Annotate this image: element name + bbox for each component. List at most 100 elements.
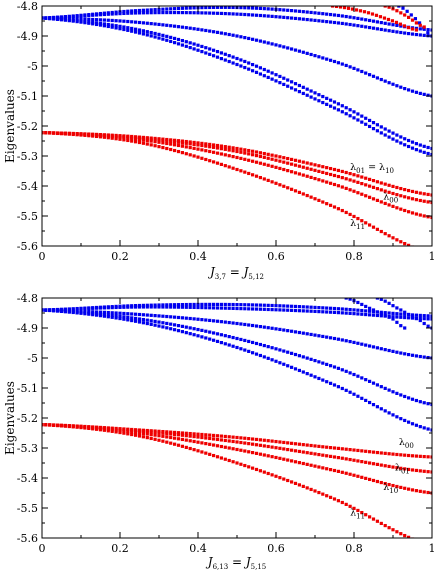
data-point bbox=[391, 184, 395, 189]
data-point bbox=[192, 432, 196, 436]
data-point bbox=[340, 311, 344, 315]
data-point bbox=[254, 437, 259, 442]
data-point bbox=[317, 310, 321, 314]
data-point bbox=[126, 428, 130, 432]
data-point bbox=[149, 322, 153, 326]
data-point bbox=[309, 357, 313, 361]
data-point bbox=[383, 348, 387, 352]
data-point bbox=[430, 215, 432, 220]
data-point bbox=[297, 172, 301, 176]
data-point bbox=[375, 310, 379, 314]
data-point bbox=[402, 24, 407, 28]
data-point bbox=[91, 17, 95, 22]
data-point bbox=[340, 110, 344, 114]
data-point bbox=[48, 17, 52, 21]
data-point bbox=[378, 15, 383, 19]
y-axis-label: Eigenvalues bbox=[3, 381, 17, 455]
y-tick-label: -5 bbox=[27, 60, 38, 73]
data-point bbox=[266, 454, 270, 458]
data-point bbox=[262, 470, 266, 474]
series-2 bbox=[42, 10, 432, 38]
data-point bbox=[360, 182, 364, 186]
data-point bbox=[227, 154, 231, 158]
data-point bbox=[391, 349, 395, 353]
data-point bbox=[204, 149, 208, 153]
data-point bbox=[278, 348, 282, 352]
data-point bbox=[352, 110, 356, 114]
data-point bbox=[301, 160, 305, 164]
data-point bbox=[215, 151, 220, 155]
data-point bbox=[413, 17, 418, 21]
data-point bbox=[137, 8, 142, 13]
data-point bbox=[223, 306, 227, 310]
data-point bbox=[258, 353, 262, 358]
data-point bbox=[340, 62, 344, 66]
data-point bbox=[282, 15, 286, 19]
data-point bbox=[239, 337, 243, 342]
data-point bbox=[243, 170, 247, 174]
data-point bbox=[243, 322, 247, 327]
data-point bbox=[243, 148, 247, 152]
data-point bbox=[254, 64, 259, 68]
y-tick-label: -5.5 bbox=[17, 502, 38, 515]
data-point bbox=[59, 132, 64, 136]
data-point bbox=[153, 35, 157, 39]
data-point bbox=[364, 343, 368, 347]
data-point bbox=[317, 198, 321, 202]
data-point bbox=[391, 137, 395, 141]
data-point bbox=[192, 154, 196, 158]
data-point bbox=[379, 312, 383, 316]
data-point bbox=[286, 441, 290, 445]
data-point bbox=[297, 90, 301, 94]
data-point bbox=[290, 47, 294, 51]
data-point bbox=[418, 23, 422, 27]
data-point bbox=[387, 411, 391, 415]
data-point bbox=[399, 485, 403, 490]
data-point bbox=[204, 6, 208, 10]
data-point bbox=[360, 376, 364, 380]
data-point bbox=[371, 225, 376, 229]
data-point bbox=[387, 452, 391, 456]
data-point bbox=[219, 341, 223, 345]
data-point bbox=[165, 431, 169, 436]
data-point bbox=[325, 335, 329, 339]
data-point bbox=[317, 55, 321, 59]
data-point bbox=[208, 6, 212, 10]
data-point bbox=[106, 12, 110, 16]
data-point bbox=[409, 13, 413, 17]
data-point bbox=[200, 335, 204, 339]
data-point bbox=[118, 314, 122, 318]
data-point bbox=[330, 6, 335, 8]
data-point bbox=[282, 160, 286, 164]
data-point bbox=[219, 11, 223, 16]
data-point bbox=[410, 353, 415, 357]
data-point bbox=[383, 523, 387, 528]
data-point bbox=[418, 91, 422, 96]
data-point bbox=[239, 147, 243, 151]
data-point bbox=[321, 170, 325, 175]
data-point bbox=[91, 313, 95, 317]
data-point bbox=[180, 141, 184, 145]
data-point bbox=[134, 30, 138, 34]
data-point bbox=[157, 431, 161, 435]
data-point bbox=[371, 478, 376, 483]
data-point bbox=[297, 83, 301, 88]
data-point bbox=[204, 302, 208, 307]
data-point bbox=[379, 463, 383, 467]
data-point bbox=[243, 436, 247, 440]
data-point bbox=[48, 423, 52, 427]
data-point bbox=[286, 84, 290, 88]
data-point bbox=[208, 337, 212, 341]
data-point bbox=[227, 335, 231, 339]
data-point bbox=[251, 466, 255, 470]
data-point bbox=[231, 321, 235, 325]
data-point bbox=[391, 23, 395, 27]
data-point bbox=[153, 305, 157, 309]
data-point bbox=[418, 149, 422, 153]
data-point bbox=[153, 319, 157, 324]
data-point bbox=[356, 216, 360, 221]
data-point bbox=[313, 358, 317, 363]
data-point bbox=[114, 26, 118, 30]
data-point bbox=[321, 310, 325, 314]
data-point bbox=[173, 305, 177, 309]
